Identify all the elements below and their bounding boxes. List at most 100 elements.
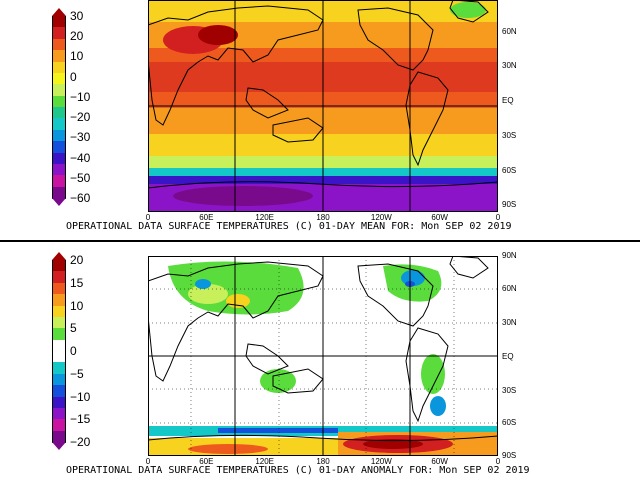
colorbar-bottom-arrow xyxy=(52,442,66,450)
colorbar-segment xyxy=(52,129,66,142)
map-frame xyxy=(148,0,498,212)
longitude-label: 180 xyxy=(316,213,330,222)
longitude-label: 60W xyxy=(431,457,448,466)
mean-temperature-map xyxy=(148,0,498,212)
colorbar-top-arrow xyxy=(52,8,66,16)
colorbar-segment xyxy=(52,50,66,62)
anomaly-map-grid xyxy=(148,256,498,456)
colorbar-segment xyxy=(52,407,66,420)
longitude-label: 0 xyxy=(495,213,501,222)
latitude-label: 60N xyxy=(502,27,517,36)
colorbar-segment xyxy=(52,430,66,443)
colorbar-segment xyxy=(52,27,66,40)
longitude-label: 60W xyxy=(431,213,448,222)
colorbar-tick-label: −10 xyxy=(70,389,91,404)
colorbar-segment xyxy=(52,72,66,85)
colorbar-segment xyxy=(52,362,66,375)
longitude-label: 0 xyxy=(495,457,501,466)
longitude-label: 0 xyxy=(145,457,151,466)
latitude-label: 90S xyxy=(502,451,517,460)
colorbar-segment xyxy=(52,61,66,74)
colorbar-segment xyxy=(52,271,66,284)
colorbar-segment xyxy=(52,118,66,131)
colorbar-segment xyxy=(52,38,66,51)
latitude-label: 60S xyxy=(502,166,517,175)
anomaly-colorbar xyxy=(52,252,66,450)
colorbar-tick-label: −40 xyxy=(70,150,91,165)
colorbar-top-arrow xyxy=(52,252,66,260)
mean-colorbar xyxy=(52,8,66,206)
colorbar-tick-label: 20 xyxy=(70,29,84,44)
colorbar-tick-label: −20 xyxy=(70,435,91,449)
latitude-label: 30S xyxy=(502,131,517,140)
colorbar-tick-label: −50 xyxy=(70,170,91,185)
latitude-label: 30S xyxy=(502,386,517,395)
colorbar-segment xyxy=(52,396,66,409)
latitude-label: 90S xyxy=(502,200,517,209)
longitude-label: 120W xyxy=(370,213,392,222)
colorbar-segment xyxy=(52,339,66,352)
colorbar-tick-label: −60 xyxy=(70,191,91,205)
colorbar-bottom-arrow xyxy=(52,198,66,206)
antarctic-cold-core xyxy=(173,186,313,206)
colorbar-segment xyxy=(52,385,66,397)
colorbar-segment xyxy=(52,84,66,97)
anomaly-coastlines xyxy=(148,256,498,442)
mean-temperature-panel: 30 20 10 0 −10 −20 −30 −40 −50 −60 xyxy=(52,0,517,232)
colorbar-tick-label: 20 xyxy=(70,253,84,267)
colorbar-segment xyxy=(52,186,66,199)
greenland-cool-region xyxy=(450,2,486,18)
colorbar-segment xyxy=(52,260,66,272)
anomaly-dotted-grid xyxy=(148,256,498,456)
colorbar-tick-label: 10 xyxy=(70,298,84,313)
mean-caption: OPERATIONAL DATA SURFACE TEMPERATURES (C… xyxy=(66,221,512,232)
colorbar-tick-label: 0 xyxy=(70,344,77,358)
colorbar-segment xyxy=(52,316,66,329)
longitude-label: 0 xyxy=(145,213,151,222)
anomaly-panel: 20 15 10 5 0 −5 −10 −15 −20 xyxy=(0,242,640,480)
mean-map-svg xyxy=(148,0,498,212)
colorbar-segment xyxy=(52,107,66,119)
colorbar-segment xyxy=(52,419,66,432)
colorbar-tick-label: 0 xyxy=(70,69,77,84)
longitude-label: 120E xyxy=(255,213,274,222)
anomaly-map xyxy=(148,256,498,456)
latitude-label: 60S xyxy=(502,418,517,427)
colorbar-segment xyxy=(52,282,66,295)
colorbar-tick-label: 5 xyxy=(70,321,77,336)
colorbar-segment xyxy=(52,163,66,176)
coastlines xyxy=(148,0,498,189)
latitude-label: 60N xyxy=(502,284,517,293)
anomaly-caption: OPERATIONAL DATA SURFACE TEMPERATURES (C… xyxy=(66,465,530,476)
latitude-label: 90N xyxy=(502,251,517,260)
colorbar-segment xyxy=(52,305,66,318)
longitude-label: 60E xyxy=(199,213,214,222)
latitude-label: 30N xyxy=(502,318,517,327)
latitude-label: EQ xyxy=(502,352,514,361)
anomaly-map-svg xyxy=(148,256,498,456)
anomaly-map-frame xyxy=(148,256,498,456)
colorbar-tick-label: −30 xyxy=(70,130,91,145)
colorbar-tick-label: 15 xyxy=(70,275,84,290)
colorbar-segment xyxy=(52,351,66,363)
longitude-label: 120W xyxy=(370,457,392,466)
latitude-label: EQ xyxy=(502,96,514,105)
latitude-label: 30N xyxy=(502,61,517,70)
colorbar-tick-label: 30 xyxy=(70,9,84,23)
longitude-label: 120E xyxy=(255,457,274,466)
colorbar-tick-label: −20 xyxy=(70,110,91,125)
map-grid xyxy=(148,0,498,212)
longitude-label: 60E xyxy=(199,457,214,466)
colorbar-segment xyxy=(52,152,66,165)
colorbar-tick-label: 10 xyxy=(70,49,84,64)
colorbar-segment xyxy=(52,373,66,386)
colorbar-tick-label: −15 xyxy=(70,412,91,427)
colorbar-tick-label: −10 xyxy=(70,89,91,104)
colorbar-segment xyxy=(52,95,66,108)
longitude-label: 180 xyxy=(316,457,330,466)
middle-east-hot-region xyxy=(198,25,238,45)
colorbar-segment xyxy=(52,175,66,188)
colorbar-segment xyxy=(52,141,66,153)
colorbar-segment xyxy=(52,294,66,306)
panel-divider xyxy=(0,240,640,242)
